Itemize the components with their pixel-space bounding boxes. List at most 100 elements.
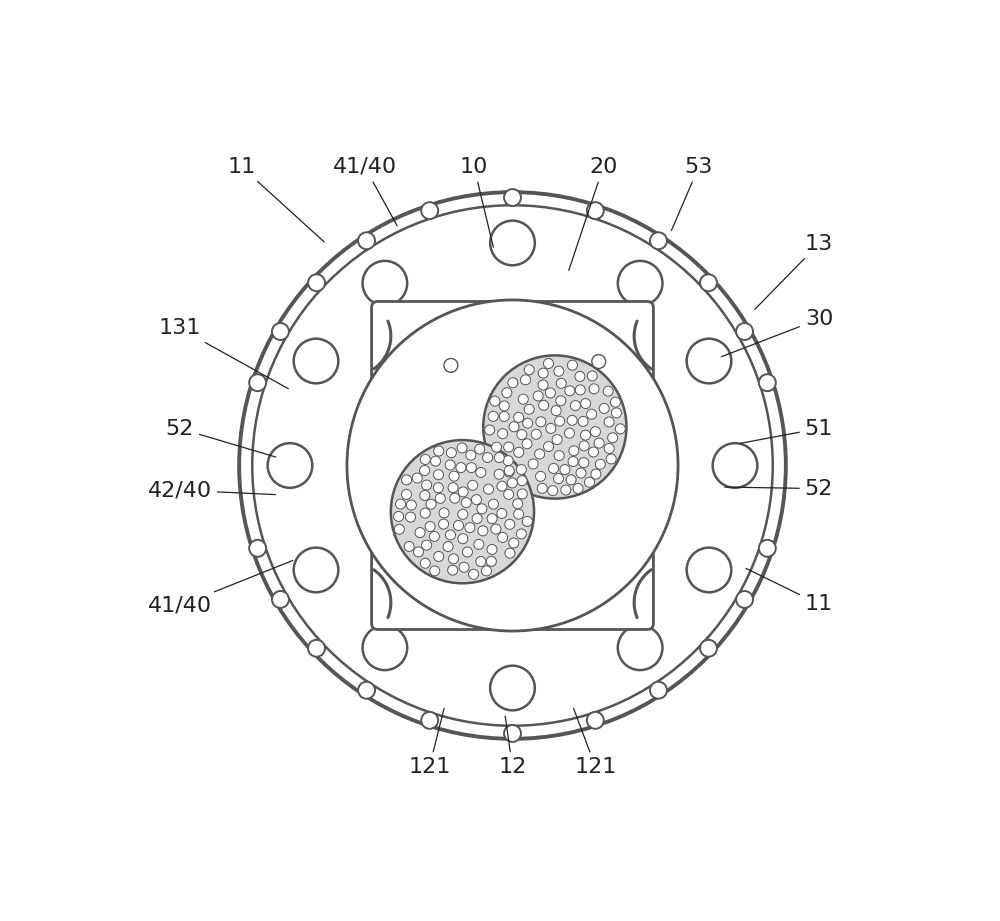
Circle shape bbox=[469, 569, 479, 579]
Circle shape bbox=[485, 425, 495, 435]
Circle shape bbox=[435, 494, 445, 504]
Circle shape bbox=[459, 562, 469, 572]
Circle shape bbox=[522, 517, 532, 527]
Circle shape bbox=[566, 475, 576, 484]
Circle shape bbox=[490, 666, 535, 710]
Circle shape bbox=[603, 386, 613, 396]
Circle shape bbox=[618, 625, 662, 670]
Circle shape bbox=[308, 274, 325, 291]
Circle shape bbox=[521, 375, 531, 385]
Circle shape bbox=[568, 457, 578, 467]
Circle shape bbox=[589, 384, 599, 394]
Circle shape bbox=[687, 548, 731, 592]
Circle shape bbox=[412, 473, 422, 483]
Circle shape bbox=[517, 489, 527, 499]
Circle shape bbox=[615, 424, 625, 434]
Circle shape bbox=[456, 462, 466, 472]
Circle shape bbox=[507, 478, 517, 488]
Text: 41/40: 41/40 bbox=[148, 561, 293, 615]
Circle shape bbox=[553, 473, 563, 484]
Circle shape bbox=[505, 519, 515, 530]
Circle shape bbox=[490, 396, 500, 406]
Circle shape bbox=[545, 388, 555, 398]
Circle shape bbox=[494, 452, 504, 462]
Circle shape bbox=[252, 205, 773, 726]
Circle shape bbox=[294, 548, 338, 592]
Circle shape bbox=[579, 458, 589, 468]
Text: 11: 11 bbox=[227, 157, 324, 242]
Text: 30: 30 bbox=[721, 309, 833, 356]
Circle shape bbox=[268, 443, 312, 488]
Circle shape bbox=[476, 556, 486, 566]
Circle shape bbox=[478, 526, 488, 536]
Circle shape bbox=[272, 323, 289, 340]
Circle shape bbox=[759, 540, 776, 557]
Text: 131: 131 bbox=[159, 319, 288, 389]
Circle shape bbox=[522, 438, 532, 449]
Circle shape bbox=[443, 542, 453, 552]
Circle shape bbox=[554, 367, 564, 376]
Circle shape bbox=[449, 472, 459, 481]
Circle shape bbox=[308, 640, 325, 657]
Circle shape bbox=[560, 464, 570, 474]
Circle shape bbox=[544, 441, 554, 451]
Text: 42/40: 42/40 bbox=[148, 480, 276, 500]
Text: 53: 53 bbox=[671, 157, 713, 230]
Circle shape bbox=[499, 401, 509, 411]
Circle shape bbox=[488, 499, 498, 509]
Text: 11: 11 bbox=[746, 568, 833, 614]
Circle shape bbox=[592, 355, 606, 368]
Circle shape bbox=[587, 371, 597, 381]
Circle shape bbox=[604, 417, 614, 427]
Circle shape bbox=[420, 558, 430, 568]
Circle shape bbox=[589, 447, 599, 457]
Circle shape bbox=[474, 540, 484, 549]
Circle shape bbox=[422, 480, 432, 490]
Circle shape bbox=[516, 464, 526, 474]
Circle shape bbox=[552, 435, 562, 445]
Circle shape bbox=[578, 416, 588, 426]
Circle shape bbox=[594, 438, 604, 449]
Circle shape bbox=[404, 542, 414, 552]
Circle shape bbox=[426, 499, 436, 509]
Circle shape bbox=[687, 339, 731, 383]
Circle shape bbox=[429, 531, 439, 542]
Circle shape bbox=[556, 396, 566, 406]
Circle shape bbox=[406, 512, 416, 522]
Text: 41/40: 41/40 bbox=[333, 157, 397, 226]
Circle shape bbox=[567, 360, 577, 370]
Circle shape bbox=[650, 682, 667, 699]
Circle shape bbox=[465, 522, 475, 532]
Circle shape bbox=[736, 591, 753, 608]
Circle shape bbox=[700, 640, 717, 657]
Circle shape bbox=[595, 460, 605, 470]
Circle shape bbox=[434, 552, 444, 562]
Circle shape bbox=[481, 565, 491, 576]
Circle shape bbox=[430, 565, 440, 576]
Circle shape bbox=[466, 450, 476, 460]
Circle shape bbox=[606, 454, 616, 464]
Circle shape bbox=[518, 394, 528, 404]
Circle shape bbox=[449, 554, 459, 564]
Circle shape bbox=[567, 415, 577, 426]
Circle shape bbox=[406, 500, 416, 510]
Circle shape bbox=[458, 533, 468, 543]
Circle shape bbox=[453, 520, 464, 530]
Circle shape bbox=[587, 203, 604, 219]
Circle shape bbox=[504, 189, 521, 206]
Circle shape bbox=[504, 466, 514, 476]
Circle shape bbox=[508, 378, 518, 388]
Text: 52: 52 bbox=[166, 418, 276, 457]
Circle shape bbox=[524, 365, 534, 375]
Text: 52: 52 bbox=[725, 479, 833, 498]
Circle shape bbox=[487, 514, 497, 524]
Circle shape bbox=[476, 468, 486, 477]
Circle shape bbox=[394, 511, 404, 521]
Circle shape bbox=[533, 391, 543, 401]
Circle shape bbox=[477, 504, 487, 514]
Circle shape bbox=[608, 433, 618, 443]
Circle shape bbox=[490, 221, 535, 265]
Circle shape bbox=[531, 429, 541, 439]
Circle shape bbox=[363, 261, 407, 306]
Circle shape bbox=[523, 418, 533, 428]
